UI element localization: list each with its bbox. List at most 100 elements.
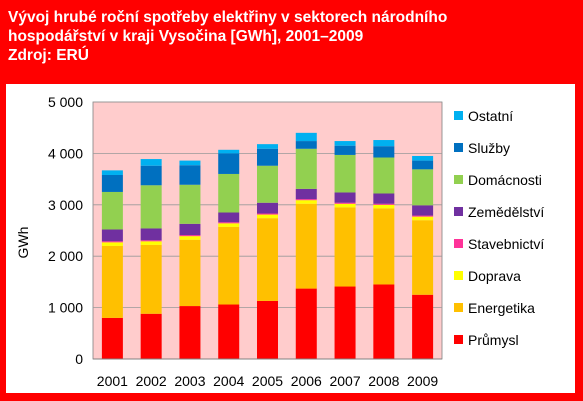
bar-segment bbox=[334, 286, 356, 359]
y-tick-labels: 0 1 000 2 000 3 000 4 000 5 000 bbox=[48, 94, 83, 367]
bar-segment bbox=[140, 159, 162, 166]
bar-segment bbox=[140, 241, 162, 245]
bar-segment bbox=[218, 153, 240, 174]
bar-segment bbox=[257, 148, 278, 166]
bar-segment bbox=[334, 203, 356, 208]
bar-segment bbox=[295, 199, 317, 201]
legend-swatch bbox=[454, 175, 463, 184]
bar-segment bbox=[373, 284, 395, 359]
bar-segment bbox=[257, 165, 278, 203]
bar-segment bbox=[412, 215, 434, 217]
bar-segment bbox=[412, 220, 434, 295]
bar-segment bbox=[334, 207, 356, 287]
bar-segment bbox=[218, 222, 240, 224]
bar-segment bbox=[101, 229, 123, 242]
x-tick-label: 2005 bbox=[252, 373, 283, 389]
bar-segment bbox=[257, 202, 278, 214]
bar-segment bbox=[373, 146, 395, 158]
legend-label: Ostatní bbox=[468, 108, 513, 124]
bar-segment bbox=[179, 239, 201, 307]
legend: Ostatní Služby Domácnosti Zemědělství Staveb… bbox=[454, 108, 544, 348]
bar-segment bbox=[101, 174, 123, 192]
bar-segment bbox=[373, 208, 395, 285]
chart-source: Zdroj: ERÚ bbox=[8, 47, 89, 64]
y-axis-label: GWh bbox=[15, 227, 31, 259]
bar-segment bbox=[412, 294, 434, 359]
bar-segment bbox=[412, 155, 434, 161]
bar-segment bbox=[101, 170, 123, 175]
bar-segment bbox=[140, 165, 162, 186]
legend-label: Zemědělství bbox=[468, 204, 544, 220]
y-tick-label: 4 000 bbox=[48, 145, 83, 161]
bar-segment bbox=[334, 141, 356, 146]
legend-swatch bbox=[454, 111, 463, 120]
bar-segment bbox=[257, 218, 278, 301]
bar-segment bbox=[412, 216, 434, 221]
bar-segment bbox=[179, 165, 201, 185]
bars bbox=[93, 132, 442, 360]
bar-segment bbox=[218, 149, 240, 154]
bar-segment bbox=[140, 313, 162, 359]
x-tick-label: 2003 bbox=[174, 373, 205, 389]
bar-segment bbox=[179, 223, 201, 236]
y-tick-label: 0 bbox=[75, 351, 83, 367]
bar-segment bbox=[101, 317, 123, 359]
legend-label: Průmysl bbox=[468, 332, 519, 348]
bar-segment bbox=[218, 304, 240, 359]
bar-segment bbox=[140, 244, 162, 314]
bar-segment bbox=[295, 288, 317, 359]
bar-segment bbox=[257, 144, 278, 149]
legend-swatch bbox=[454, 143, 463, 152]
bar-segment bbox=[179, 236, 201, 240]
x-tick-label: 2009 bbox=[407, 373, 438, 389]
bar-segment bbox=[334, 145, 356, 155]
bar-segment bbox=[218, 226, 240, 305]
x-tick-label: 2004 bbox=[213, 373, 244, 389]
chart-title-block: Vývoj hrubé roční spotřeby elektřiny v s… bbox=[8, 8, 576, 65]
bar-segment bbox=[373, 204, 395, 209]
legend-label: Stavebnictví bbox=[468, 236, 544, 252]
x-tick-label: 2006 bbox=[291, 373, 322, 389]
legend-swatch bbox=[454, 239, 463, 248]
legend-swatch bbox=[454, 207, 463, 216]
bar-segment bbox=[295, 132, 317, 142]
bar-segment bbox=[334, 192, 356, 203]
bar-segment bbox=[295, 203, 317, 289]
legend-swatch bbox=[454, 335, 463, 344]
bar-segment bbox=[179, 306, 201, 359]
x-tick-label: 2001 bbox=[97, 373, 128, 389]
bar-segment bbox=[218, 173, 240, 213]
bar-segment bbox=[140, 228, 162, 241]
y-tick-label: 1 000 bbox=[48, 300, 83, 316]
bar-segment bbox=[101, 242, 123, 246]
bar-segment bbox=[257, 213, 278, 215]
bar-segment bbox=[295, 200, 317, 204]
y-tick-label: 3 000 bbox=[48, 197, 83, 213]
bar-segment bbox=[334, 154, 356, 193]
bar-segment bbox=[179, 235, 201, 237]
bar-segment bbox=[373, 140, 395, 147]
legend-label: Energetika bbox=[468, 300, 535, 316]
legend-label: Domácnosti bbox=[468, 172, 542, 188]
bar-segment bbox=[257, 214, 278, 219]
bar-segment bbox=[140, 240, 162, 242]
x-tick-label: 2002 bbox=[136, 373, 167, 389]
bar-segment bbox=[179, 160, 201, 166]
bar-segment bbox=[257, 300, 278, 359]
bar-segment bbox=[101, 191, 123, 230]
legend-swatch bbox=[454, 271, 463, 280]
chart-title-line-1: Vývoj hrubé roční spotřeby elektřiny v s… bbox=[8, 9, 448, 26]
legend-label: Doprava bbox=[468, 268, 521, 284]
bar-segment bbox=[295, 188, 317, 200]
bar-segment bbox=[218, 212, 240, 223]
bar-segment bbox=[373, 203, 395, 205]
bar-segment bbox=[295, 141, 317, 149]
bar-segment bbox=[101, 241, 123, 243]
legend-swatch bbox=[454, 303, 463, 312]
bar-segment bbox=[334, 202, 356, 204]
bar-segment bbox=[412, 205, 434, 216]
x-tick-label: 2007 bbox=[329, 373, 360, 389]
